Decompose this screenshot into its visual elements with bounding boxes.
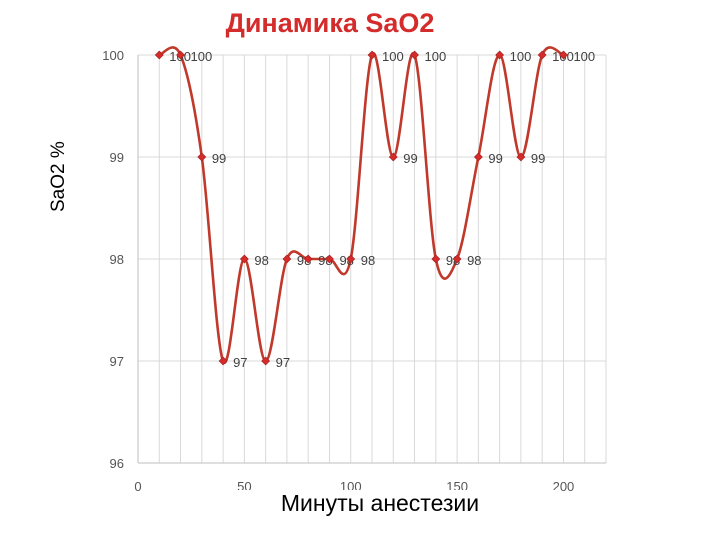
- chart-title: Динамика SaO2: [225, 8, 435, 38]
- data-point: [367, 50, 377, 60]
- data-label: 97: [233, 355, 247, 370]
- x-axis-label: Минуты анестезии: [200, 490, 560, 517]
- data-point: [410, 50, 419, 60]
- data-point: [388, 152, 398, 162]
- data-label: 99: [212, 151, 226, 166]
- y-tick-label: 100: [102, 48, 124, 63]
- data-point: [325, 254, 334, 264]
- data-label: 100: [382, 49, 404, 64]
- data-point: [176, 50, 185, 60]
- data-label: 98: [361, 253, 375, 268]
- data-point: [537, 50, 547, 60]
- data-point: [473, 152, 483, 162]
- data-label: 100: [191, 49, 213, 64]
- data-label: 100: [573, 49, 595, 64]
- y-tick-label: 98: [110, 252, 124, 267]
- data-point: [559, 50, 568, 60]
- data-point: [431, 254, 441, 264]
- y-tick-label: 97: [110, 354, 124, 369]
- data-point: [303, 254, 313, 264]
- data-point: [282, 254, 292, 264]
- data-label: 98: [467, 253, 481, 268]
- data-point: [154, 50, 164, 60]
- data-point: [218, 356, 228, 366]
- data-label: 99: [403, 151, 417, 166]
- data-label: 100: [425, 49, 447, 64]
- data-point: [197, 152, 207, 162]
- data-point: [452, 254, 462, 264]
- data-label: 99: [488, 151, 502, 166]
- x-tick-label: 0: [134, 479, 141, 494]
- y-tick-label: 96: [110, 456, 124, 471]
- data-point: [261, 356, 271, 366]
- data-point: [495, 50, 505, 60]
- data-label: 99: [531, 151, 545, 166]
- data-point: [346, 254, 356, 264]
- series-line: [158, 46, 564, 364]
- data-label: 98: [254, 253, 268, 268]
- data-point: [239, 254, 249, 264]
- data-label: 97: [276, 355, 290, 370]
- data-label: 100: [510, 49, 532, 64]
- y-tick-label: 99: [110, 150, 124, 165]
- data-point: [516, 152, 526, 162]
